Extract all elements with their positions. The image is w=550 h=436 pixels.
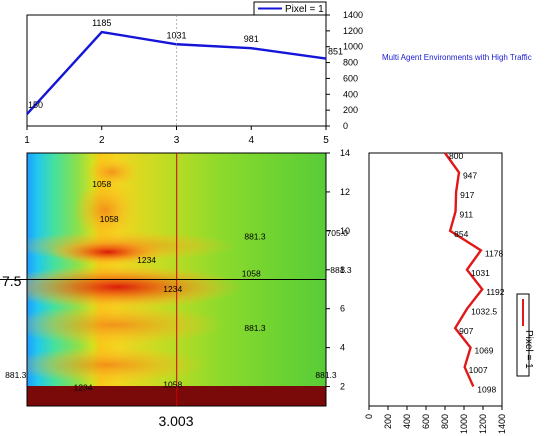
profile-data-label: 854 <box>454 229 468 239</box>
top-data-label: 851 <box>328 47 343 57</box>
profile-x-tick-label: 1000 <box>459 414 469 434</box>
crosshair-y-label: 7.5 <box>2 273 22 289</box>
heatmap-contour-label: 528.8 <box>0 370 1 380</box>
heatmap-contour-label: 1058 <box>163 380 182 390</box>
top-y-tick-label: 1200 <box>343 26 363 36</box>
profile-x-tick-label: 0 <box>364 414 374 419</box>
profile-series-line <box>444 152 484 388</box>
heatmap-contour-label: 881.3 <box>244 232 266 242</box>
profile-legend-box <box>516 293 530 377</box>
heatmap-band <box>27 347 208 383</box>
heatmap-y-tick-label: 12 <box>340 187 350 197</box>
heatmap-contour-label: 881.3 <box>244 323 266 333</box>
profile-data-label: 907 <box>459 326 473 336</box>
top-y-tick-label: 1400 <box>343 10 363 20</box>
profile-x-tick-label: 200 <box>383 414 393 429</box>
heatmap-y-tick-label: 6 <box>340 304 345 314</box>
heatmap-contour-label: 1058 <box>242 269 261 279</box>
top-x-tick-label: 3 <box>174 135 180 146</box>
heatmap-hotspot <box>27 265 243 309</box>
profile-data-label: 947 <box>463 170 477 180</box>
legend-box <box>253 1 327 16</box>
heatmap-y-tick-label: 14 <box>340 148 350 158</box>
profile-data-label: 1178 <box>485 248 504 258</box>
profile-data-label: 911 <box>460 209 474 219</box>
top-y-tick-label: 1000 <box>343 42 363 52</box>
top-y-tick-label: 400 <box>343 89 358 99</box>
profile-data-label: 1192 <box>486 287 505 297</box>
top-y-tick-label: 800 <box>343 58 358 68</box>
heatmap-y-tick-label: 10 <box>340 226 350 236</box>
top-data-label: 1185 <box>92 18 111 28</box>
profile-x-tick-label: 600 <box>421 414 431 429</box>
top-y-tick-label: 600 <box>343 73 358 83</box>
heatmap-y-tick-label: 4 <box>340 343 345 353</box>
top-legend: Pixel = 1 <box>253 1 327 16</box>
profile-frame <box>368 152 503 407</box>
heatmap-hotspot <box>48 239 168 265</box>
top-y-tick-label: 0 <box>343 121 348 131</box>
heatmap-band <box>27 305 225 345</box>
heatmap-y-tick-label: 2 <box>340 382 345 392</box>
heatmap-y-tick-label: 8 <box>340 265 345 275</box>
profile-x-tick-label: 1400 <box>497 414 507 434</box>
heatmap-band <box>73 182 137 238</box>
profile-x-tick-label: 400 <box>402 414 412 429</box>
heatmap-contour-label: 1234 <box>163 284 182 294</box>
profile-x-tick-label: 1200 <box>478 414 488 434</box>
heatmap-contour-label: 881.3 <box>330 265 352 275</box>
heatmap-contour-label: 1234 <box>137 255 156 265</box>
top-data-label: 981 <box>244 34 259 44</box>
legend-label: Pixel = 1 <box>285 4 324 15</box>
top-data-label: 150 <box>28 100 43 110</box>
profile-legend: Pixel = 1 <box>516 293 534 377</box>
profile-data-label: 1031 <box>471 268 490 278</box>
heatmap-contour-label: 705.0 <box>327 228 349 238</box>
top-x-tick-label: 1 <box>24 135 30 146</box>
heatmap-contour-label: 1058 <box>92 179 111 189</box>
profile-data-label: 800 <box>449 151 463 161</box>
profile-legend-label: Pixel = 1 <box>523 330 534 369</box>
profile-data-label: 917 <box>460 190 474 200</box>
crosshair-x-label: 3.003 <box>158 413 193 429</box>
heatmap-contour-label: 1058 <box>100 214 119 224</box>
profile-data-label: 1098 <box>477 385 496 395</box>
heatmap-contour-label: 881.3 <box>315 370 337 380</box>
heatmap-contour-label: 1234 <box>74 383 93 393</box>
top-x-tick-label: 5 <box>323 135 329 146</box>
top-x-tick-label: 4 <box>248 135 254 146</box>
profile-data-label: 1032.5 <box>471 307 497 317</box>
chart-subtitle: Multi Agent Environments with High Traff… <box>382 53 532 62</box>
heatmap-contour-label: 881.3 <box>5 370 27 380</box>
profile-x-tick-label: 800 <box>440 414 450 429</box>
top-x-tick-label: 2 <box>99 135 105 146</box>
profile-data-label: 1069 <box>475 346 494 356</box>
profile-data-label: 1007 <box>469 365 488 375</box>
top-y-tick-label: 200 <box>343 105 358 115</box>
heatmap-band <box>86 158 138 186</box>
